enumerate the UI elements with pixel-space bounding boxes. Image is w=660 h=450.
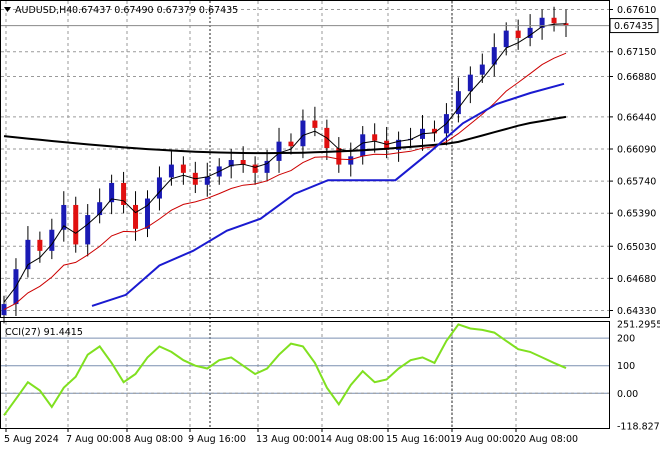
bull-candle [144,198,150,229]
bull-candle [360,134,366,157]
bull-candle [300,120,306,147]
bull-candle [204,176,210,185]
cci-line [3,323,567,416]
bull-candle [156,177,162,199]
symbol-label: AUDUSD,H4 [15,5,72,16]
bear-candle [372,134,378,141]
bear-candle [312,120,318,128]
bull-candle [503,30,509,48]
bear-candle [384,140,390,150]
bear-candle [336,148,342,165]
price-tick-label: 0.64680 [617,274,656,285]
cci-tick-label: -118.827 [617,422,660,433]
bull-candle [348,156,354,165]
trailing-stop-line [91,82,565,307]
bull-candle [25,239,31,270]
bear-candle [180,164,186,173]
chart-header: AUDUSD,H4 0.67437 0.67490 0.67379 0.6743… [4,5,238,16]
time-tick-label: 8 Aug 08:00 [125,434,183,445]
bear-candle [288,141,294,147]
bear-candle [551,17,557,24]
bull-candle [455,91,461,115]
bear-candle [73,204,79,245]
time-tick-label: 5 Aug 2024 [4,434,59,445]
cci-tick-label: 200 [617,334,635,345]
bull-candle [228,160,234,167]
cci-tick-label: 100 [617,361,635,372]
price-tick-label: 0.65390 [617,209,656,220]
bull-candle [467,74,473,92]
time-tick-label: 19 Aug 00:00 [450,434,514,445]
cci-tick-label: 0.00 [617,389,638,400]
price-tick-label: 0.65030 [617,242,656,253]
time-tick-label: 15 Aug 16:00 [386,434,450,445]
bull-candle [109,182,115,203]
price-tick-label: 0.67150 [617,47,656,58]
bull-candle [264,160,270,173]
bull-candle [527,27,533,38]
bull-candle [85,215,91,245]
mid-moving-average [3,52,567,311]
bull-candle [276,141,282,161]
cci-panel[interactable] [3,323,567,416]
time-tick-label: 7 Aug 00:00 [66,434,124,445]
time-tick-label: 9 Aug 16:00 [188,434,246,445]
bull-candle [49,229,55,251]
bull-candle [396,139,402,150]
current-price-label: 0.67435 [614,21,653,32]
bull-candle [97,202,103,216]
slow-moving-average [3,115,567,155]
dropdown-triangle-icon[interactable] [4,7,11,12]
price-tick-label: 0.66880 [617,72,656,83]
bear-candle [133,204,139,229]
current-price-box [609,18,659,34]
bear-candle [240,160,246,165]
time-tick-label: 14 Aug 08:00 [320,434,384,445]
cci-tick-label: 251.2955 [617,320,660,331]
price-tick-label: 0.64330 [617,306,656,317]
price-tick-label: 0.66440 [617,112,656,123]
fast-moving-average [3,23,567,303]
bull-candle [61,204,67,230]
bear-candle [515,30,521,38]
bear-candle [431,128,437,134]
bull-candle [539,17,545,28]
grid [1,1,609,428]
bear-candle [37,239,43,251]
bull-candle [479,64,485,75]
bear-candle [252,164,258,173]
axes: 0.67610 0.67150 0.66880 0.66440 0.66090 0.657… [4,5,660,445]
price-panel-border [0,0,610,318]
bull-candle [491,47,497,65]
price-tick-label: 0.66090 [617,144,656,155]
bear-candle [121,182,127,205]
cci-panel-border [0,321,610,429]
time-tick-label: 13 Aug 00:00 [256,434,320,445]
ohlc-readout: 0.67437 0.67490 0.67379 0.67435 [72,5,238,16]
price-tick-label: 0.67610 [617,5,656,16]
time-tick-label: 20 Aug 08:00 [514,434,578,445]
bull-candle [168,164,174,178]
cci-label: CCI(27) 91.4415 [5,327,83,338]
price-tick-label: 0.65740 [617,177,656,188]
price-panel[interactable] [1,6,609,324]
